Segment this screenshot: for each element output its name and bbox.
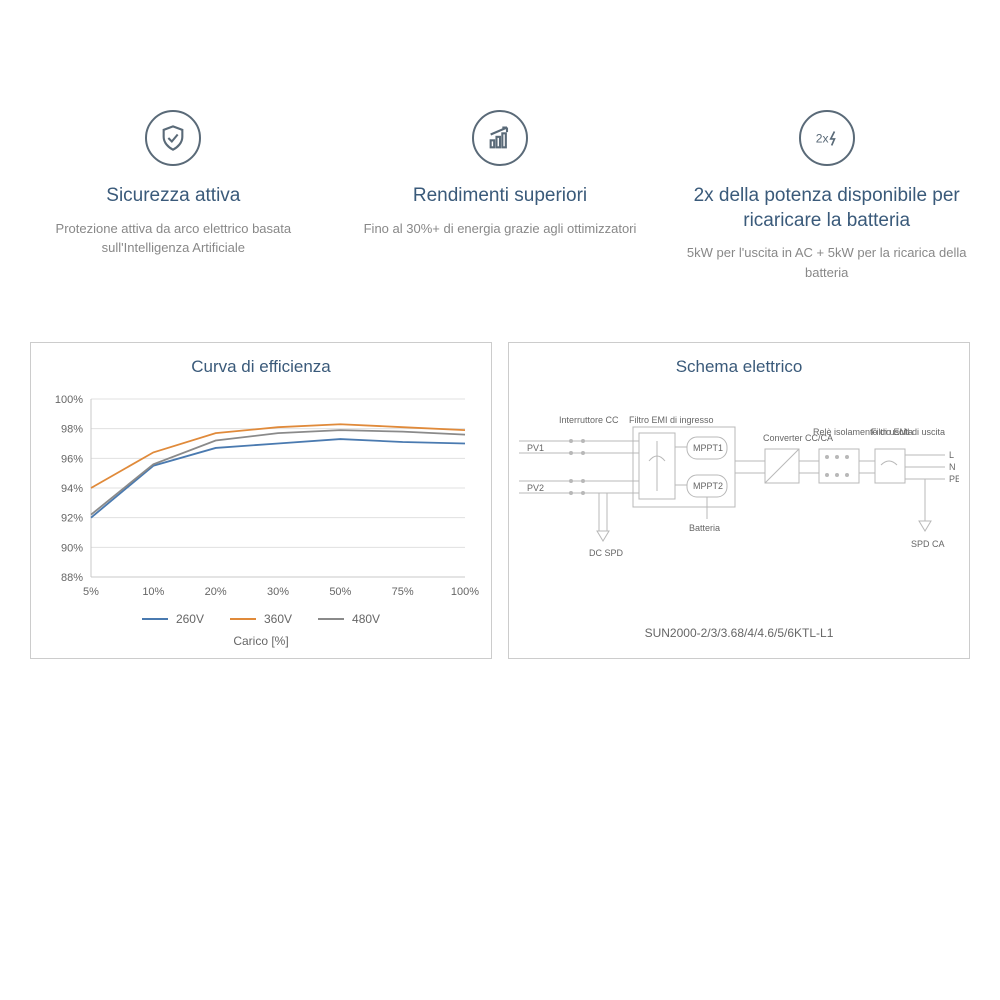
electrical-diagram-panel: Schema elettrico PV1 PV2 Interruttore CC… [508,342,970,659]
feature-title: Sicurezza attiva [20,184,327,209]
label-switch: Interruttore CC [559,415,619,425]
feature-desc: 5kW per l'uscita in AC + 5kW per la rica… [673,243,980,282]
efficiency-chart: 88% 90% 92% 94% 96% 98% 100% 5% 10% 20% 30% 50% 75% 1… [41,391,481,601]
feature-desc: Protezione attiva da arco elettrico basa… [20,219,327,258]
feature-title: 2x della potenza disponibile per ricaric… [673,184,980,233]
svg-text:92%: 92% [61,513,83,525]
svg-text:98%: 98% [61,424,83,436]
svg-text:88%: 88% [61,572,83,584]
svg-text:96%: 96% [61,454,83,466]
efficiency-chart-panel: Curva di efficienza 88% 90% 92% 94% 96% 98% 10… [30,342,492,659]
chart-xlabel: Carico [%] [41,634,481,648]
electrical-diagram: PV1 PV2 Interruttore CC Filtro EMI di in… [519,391,959,611]
label-mppt1: MPPT1 [693,443,723,453]
shield-icon [145,110,201,166]
svg-text:5%: 5% [83,586,99,598]
svg-text:75%: 75% [392,586,414,598]
legend-item: 260V [142,612,204,626]
svg-text:30%: 30% [267,586,289,598]
feature-security: Sicurezza attiva Protezione attiva da ar… [20,110,327,282]
label-pv1: PV1 [527,443,544,453]
svg-text:10%: 10% [142,586,164,598]
label-spdca: SPD CA [911,539,945,549]
chart-legend: 260V 360V 480V [41,612,481,626]
svg-text:2x: 2x [815,132,828,146]
svg-text:90%: 90% [61,543,83,555]
svg-text:100%: 100% [451,586,479,598]
label-dcspd: DC SPD [589,548,624,558]
svg-text:50%: 50% [329,586,351,598]
svg-text:20%: 20% [205,586,227,598]
label-PE: PE [949,474,959,484]
label-emi-out: Filtro EMI di uscita [871,427,945,437]
feature-yield: Rendimenti superiori Fino al 30%+ di ene… [347,110,654,282]
label-battery: Batteria [689,523,720,533]
label-pv2: PV2 [527,483,544,493]
label-mppt2: MPPT2 [693,481,723,491]
label-N: N [949,462,956,472]
svg-text:94%: 94% [61,483,83,495]
chart-up-icon [472,110,528,166]
legend-item: 360V [230,612,292,626]
svg-text:100%: 100% [55,394,83,406]
feature-desc: Fino al 30%+ di energia grazie agli otti… [347,219,654,239]
legend-item: 480V [318,612,380,626]
diagram-title: Schema elettrico [519,357,959,377]
chart-title: Curva di efficienza [41,357,481,377]
feature-power: 2x 2x della potenza disponibile per rica… [673,110,980,282]
diagram-model: SUN2000-2/3/3.68/4/4.6/5/6KTL-L1 [519,626,959,640]
label-emi-in: Filtro EMI di ingresso [629,415,714,425]
power-2x-icon: 2x [799,110,855,166]
label-L: L [949,450,954,460]
feature-title: Rendimenti superiori [347,184,654,209]
